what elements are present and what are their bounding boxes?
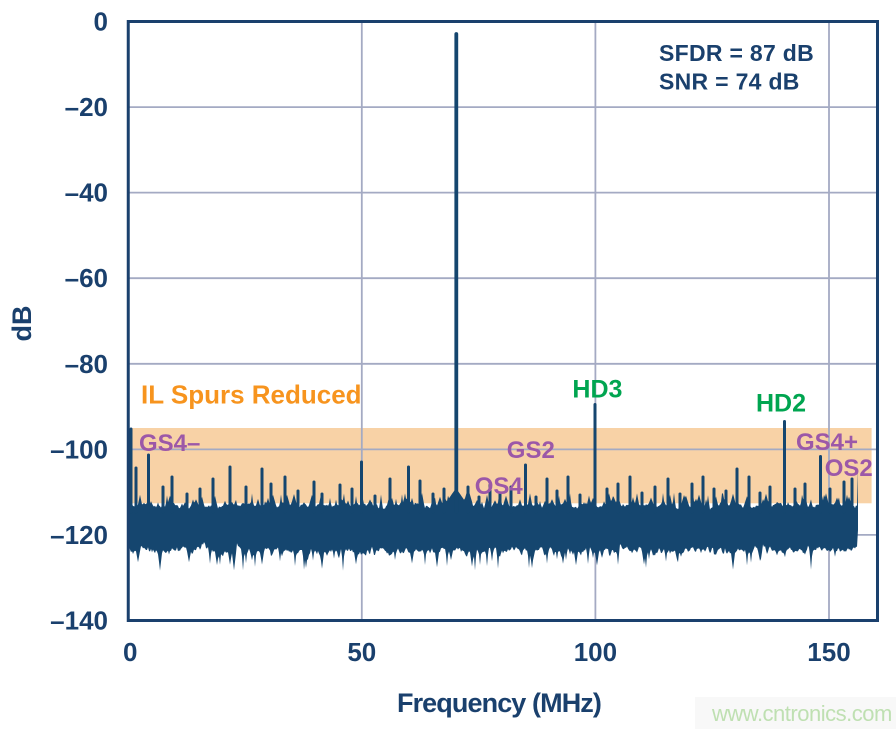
svg-text:50: 50 — [347, 637, 376, 667]
svg-text:–40: –40 — [65, 178, 108, 208]
svg-text:www.cntronics.com: www.cntronics.com — [711, 701, 892, 726]
svg-text:OS4: OS4 — [475, 473, 524, 500]
svg-text:GS4+: GS4+ — [796, 429, 858, 456]
svg-text:150: 150 — [807, 637, 850, 667]
svg-text:–140: –140 — [50, 606, 108, 636]
svg-text:Frequency (MHz): Frequency (MHz) — [397, 688, 601, 718]
svg-text:–120: –120 — [50, 520, 108, 550]
svg-text:HD2: HD2 — [756, 390, 806, 418]
svg-text:SNR = 74 dB: SNR = 74 dB — [659, 69, 800, 95]
svg-text:–80: –80 — [65, 349, 108, 379]
svg-text:IL Spurs Reduced: IL Spurs Reduced — [141, 380, 362, 410]
svg-text:0: 0 — [94, 7, 108, 37]
svg-text:–20: –20 — [65, 92, 108, 122]
svg-text:SFDR = 87 dB: SFDR = 87 dB — [659, 40, 814, 66]
svg-text:HD3: HD3 — [572, 376, 622, 404]
svg-text:–60: –60 — [65, 263, 108, 293]
svg-text:dB: dB — [7, 306, 37, 342]
svg-text:GS4–: GS4– — [139, 430, 200, 457]
svg-text:–100: –100 — [50, 434, 108, 464]
svg-text:0: 0 — [123, 637, 137, 667]
svg-text:100: 100 — [574, 637, 617, 667]
svg-text:GS2: GS2 — [507, 437, 555, 464]
svg-text:OS2: OS2 — [825, 455, 873, 482]
